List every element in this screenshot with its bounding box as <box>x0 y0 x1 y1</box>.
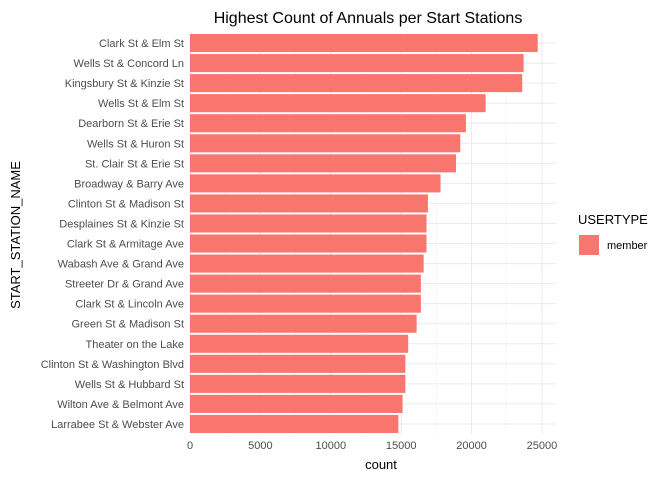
y-tick-label: Clark St & Elm St <box>99 38 184 50</box>
bar <box>190 254 424 273</box>
x-tick-label: 0 <box>187 440 193 452</box>
y-tick-label: Larrabee St & Webster Ave <box>51 419 184 431</box>
y-tick-label: Kingsbury St & Kinzie St <box>65 78 184 90</box>
y-tick-label: Streeter Dr & Grand Ave <box>65 279 184 291</box>
y-tick-label: Wells St & Elm St <box>98 98 184 110</box>
bar <box>190 34 538 53</box>
bar <box>190 154 457 173</box>
bar <box>190 174 441 193</box>
bar <box>190 374 406 393</box>
bar <box>190 294 421 313</box>
y-tick-label: Clark St & Armitage Ave <box>67 239 184 251</box>
legend: USERTYPE member <box>578 212 648 255</box>
bars <box>190 34 538 433</box>
y-tick-label: Green St & Madison St <box>72 319 185 331</box>
bar <box>190 334 409 353</box>
bar <box>190 354 406 373</box>
y-tick-label: Theater on the Lake <box>86 339 184 351</box>
y-tick-label: Wilton Ave & Belmont Ave <box>57 399 184 411</box>
chart-title: Highest Count of Annuals per Start Stati… <box>214 10 523 27</box>
y-tick-label: Wells St & Huron St <box>87 138 184 150</box>
y-tick-label: Clinton St & Madison St <box>68 198 184 210</box>
y-tick-label: Wabash Ave & Grand Ave <box>58 259 184 271</box>
x-tick-label: 20000 <box>456 440 487 452</box>
legend-label-member: member <box>607 240 648 252</box>
bar <box>190 274 421 293</box>
y-tick-label: St. Clair St & Erie St <box>85 158 184 170</box>
x-axis-ticks: 0 5000 10000 15000 20000 25000 <box>187 440 557 452</box>
bar <box>190 94 486 113</box>
bar <box>190 214 427 233</box>
bar <box>190 114 466 133</box>
y-axis-title: START_STATION_NAME <box>8 161 23 309</box>
bar <box>190 134 461 153</box>
y-tick-label: Clark St & Lincoln Ave <box>75 299 184 311</box>
bar <box>190 314 417 333</box>
legend-title: USERTYPE <box>578 212 648 227</box>
y-tick-label: Dearborn St & Erie St <box>78 118 184 130</box>
bar <box>190 394 403 413</box>
bar <box>190 74 523 93</box>
bar <box>190 194 428 213</box>
bar <box>190 234 427 253</box>
grid <box>189 33 556 434</box>
y-tick-label: Desplaines St & Kinzie St <box>59 218 184 230</box>
y-tick-label: Clinton St & Washington Blvd <box>41 359 184 371</box>
legend-key-member <box>579 235 599 255</box>
x-tick-label: 10000 <box>315 440 346 452</box>
x-tick-label: 5000 <box>248 440 272 452</box>
y-axis-ticks: Clark St & Elm St Wells St & Concord Ln Ki… <box>41 38 184 431</box>
x-tick-label: 25000 <box>527 440 558 452</box>
y-tick-label: Wells St & Hubbard St <box>75 379 184 391</box>
x-axis-title: count <box>365 457 397 472</box>
x-tick-label: 15000 <box>386 440 417 452</box>
y-tick-label: Broadway & Barry Ave <box>74 178 184 190</box>
bar <box>190 414 399 433</box>
bar <box>190 54 524 73</box>
y-tick-label: Wells St & Concord Ln <box>74 58 184 70</box>
